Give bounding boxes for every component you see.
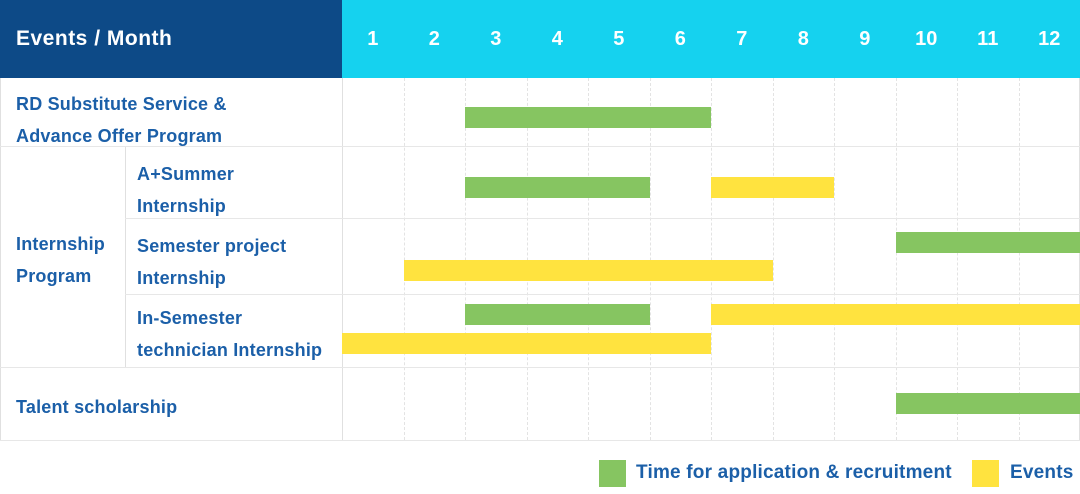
row-border [0, 367, 1080, 368]
row-label-line: technician Internship [137, 340, 323, 360]
row-border [0, 440, 1080, 441]
row-label-line: RD Substitute Service & [16, 94, 227, 114]
month-gridline [650, 78, 651, 440]
month-gridline [711, 78, 712, 440]
application-bar [465, 107, 711, 128]
month-header-cell: 3 [490, 27, 502, 50]
legend-label-events: Events [1010, 462, 1074, 483]
application-bar [465, 304, 650, 325]
events-bar [342, 333, 711, 354]
events-bar [404, 260, 773, 281]
row-border [0, 146, 1080, 147]
month-header-cell: 2 [428, 27, 440, 50]
table-corner-header: Events / Month [0, 0, 342, 78]
group-label-line: Internship [16, 234, 106, 254]
month-header-cell: 5 [613, 27, 625, 50]
application-bar [465, 177, 650, 198]
month-header-cell: 12 [1038, 27, 1061, 50]
month-gridline [1019, 78, 1020, 440]
column-border [342, 78, 343, 440]
month-gridline [896, 78, 897, 440]
application-bar [896, 393, 1080, 414]
month-gridline [957, 78, 958, 440]
row-label-semester-project-internship: Semester project Internship [137, 230, 337, 294]
row-label-line: Semester project [137, 236, 287, 256]
month-header-cell: 9 [859, 27, 871, 50]
events-bar [711, 304, 1080, 325]
month-gridline [588, 78, 589, 440]
month-header-cell: 7 [736, 27, 748, 50]
group-label-internship-program: Internship Program [16, 228, 121, 292]
month-header-cell: 4 [551, 27, 563, 50]
legend-swatch-events [972, 460, 999, 487]
month-gridline [834, 78, 835, 440]
row-label-line: Internship [137, 268, 227, 288]
header-title: Events / Month [16, 27, 173, 50]
month-header-row: 1 2 3 4 5 6 7 8 9 10 11 12 [342, 0, 1080, 78]
row-border [125, 218, 1080, 219]
month-header-cell: 11 [977, 27, 999, 50]
group-label-line: Program [16, 266, 92, 286]
month-header-cell: 8 [797, 27, 809, 50]
month-gridline [404, 78, 405, 440]
row-label-line: A+Summer [137, 164, 235, 184]
month-header-cell: 10 [915, 27, 938, 50]
month-gridline [773, 78, 774, 440]
legend-label-application: Time for application & recruitment [636, 462, 952, 483]
row-label-in-semester-technician-internship: In-Semester technician Internship [137, 302, 342, 366]
column-border [0, 78, 1, 440]
events-bar [711, 177, 834, 198]
row-label-line: In-Semester [137, 308, 243, 328]
row-label-a-summer-internship: A+Summer Internship [137, 158, 337, 222]
row-label-rd-substitute: RD Substitute Service & Advance Offer Pr… [16, 88, 336, 152]
row-label-line: Advance Offer Program [16, 126, 223, 146]
application-bar [896, 232, 1080, 253]
month-gridline [465, 78, 466, 440]
month-header-cell: 6 [674, 27, 686, 50]
month-header-cell: 1 [367, 27, 379, 50]
month-gridline [527, 78, 528, 440]
row-border [125, 294, 1080, 295]
legend-swatch-application [599, 460, 626, 487]
row-label-line: Internship [137, 196, 227, 216]
column-border [125, 146, 126, 367]
row-label-talent-scholarship: Talent scholarship [16, 397, 178, 417]
